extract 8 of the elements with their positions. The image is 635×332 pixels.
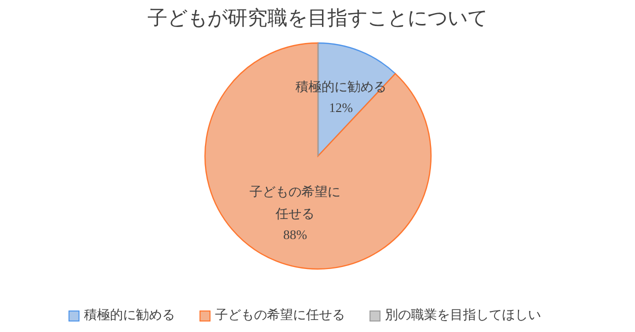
pie-slice bbox=[204, 42, 432, 270]
chart-title: 子どもが研究職を目指すことについて bbox=[148, 8, 488, 30]
legend-label: 別の職業を目指してほしい bbox=[385, 306, 541, 322]
slice-label: 子どもの希望に任せる bbox=[248, 182, 342, 223]
data-label: 12% bbox=[328, 100, 353, 116]
legend-label: 子どもの希望に任せる bbox=[215, 306, 345, 322]
data-label: 88% bbox=[283, 226, 308, 242]
legend-label: 積極的に勧める bbox=[84, 306, 175, 322]
